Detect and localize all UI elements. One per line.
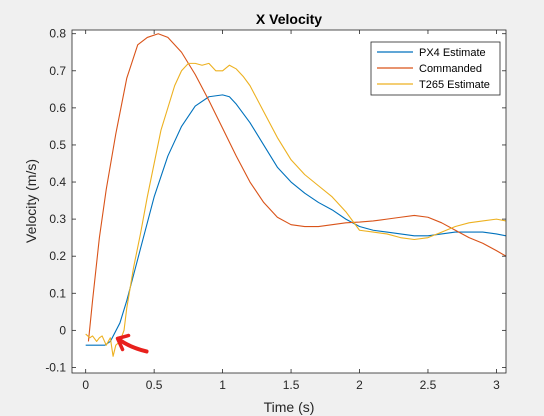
x-tick-label: 2.5 — [420, 378, 437, 392]
x-axis-label: Time (s) — [264, 399, 315, 415]
annotation-arrow — [115, 333, 149, 354]
legend-label-commanded: Commanded — [419, 63, 482, 75]
x-tick-label: 0.5 — [146, 378, 163, 392]
series-line-px4-estimate — [85, 94, 506, 346]
arrow-head — [115, 333, 131, 352]
ticks: 0 0.5 1 1.5 2 2.5 3 -0.1 0 0.1 0.2 0.3 0.4 0.5 0.6 0.7 0… — [45, 27, 506, 392]
series-layer — [85, 33, 506, 357]
axes — [71, 29, 507, 374]
series-line-t265-estimate — [85, 62, 506, 357]
series-line-commanded — [87, 33, 506, 342]
chart-title: X Velocity — [256, 11, 322, 27]
x-tick-label: 3 — [493, 378, 500, 392]
y-tick-label: 0.2 — [49, 249, 66, 263]
y-tick-label: 0.7 — [49, 64, 66, 78]
y-tick-label: 0.3 — [49, 212, 66, 226]
y-tick-label: 0.1 — [49, 286, 66, 300]
y-tick-label: -0.1 — [45, 360, 66, 374]
y-tick-label: 0.8 — [49, 27, 66, 41]
x-tick-label: 2 — [356, 378, 363, 392]
legend: PX4 Estimate Commanded T265 Estimate — [370, 41, 501, 96]
y-tick-label: 0.5 — [49, 138, 66, 152]
y-tick-label: 0.6 — [49, 101, 66, 115]
arrow-shaft — [118, 338, 149, 354]
y-axis-label: Velocity (m/s) — [23, 159, 39, 243]
y-tick-label: 0.4 — [49, 175, 66, 189]
x-tick-label: 1.5 — [283, 378, 300, 392]
legend-label-px4-estimate: PX4 Estimate — [419, 47, 486, 59]
x-tick-label: 1 — [219, 378, 226, 392]
x-tick-label: 0 — [82, 378, 89, 392]
axes-box — [71, 29, 507, 374]
y-tick-label: 0 — [59, 323, 66, 337]
legend-label-t265-estimate: T265 Estimate — [419, 79, 490, 91]
